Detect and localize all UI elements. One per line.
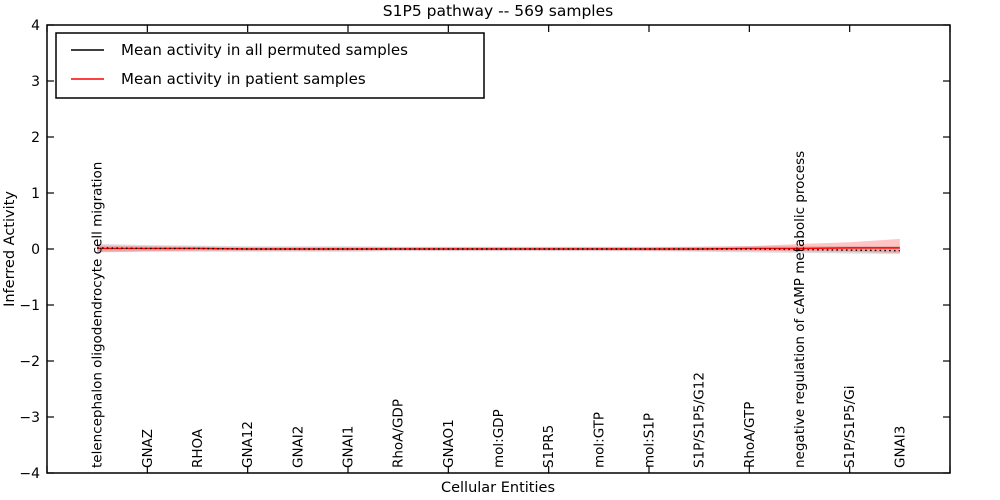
x-category-label: S1PR5: [541, 425, 557, 468]
y-tick-label: 3: [31, 74, 40, 90]
x-category-label: mol:S1P: [642, 413, 658, 468]
y-tick-label: −4: [19, 466, 40, 482]
x-category-label: S1P/S1P5/G12: [692, 372, 708, 468]
y-axis-label: Inferred Activity: [2, 191, 18, 307]
y-tick-label: 4: [31, 18, 40, 34]
y-tick-label: −2: [19, 354, 40, 370]
y-tick-label: 2: [31, 130, 40, 146]
x-category-label: RhoA/GDP: [391, 399, 407, 468]
y-tick-labels-layer: −4 −3 −2 −1 0 1 2 3 4: [19, 18, 40, 482]
x-category-label: telencephalon oligodendrocyte cell migra…: [90, 162, 106, 468]
legend: Mean activity in all permuted samples Me…: [55, 32, 485, 99]
y-tick-label: −3: [19, 410, 40, 426]
x-category-label: GNAI3: [892, 426, 908, 468]
x-category-label: GNA12: [240, 421, 256, 468]
x-category-label: RHOA: [190, 428, 206, 468]
confidence-bands-layer: [97, 238, 900, 255]
y-tick-label: 0: [31, 242, 40, 258]
legend-label-permuted: Mean activity in all permuted samples: [121, 41, 408, 59]
x-category-labels-layer: telencephalon oligodendrocyte cell migra…: [90, 151, 909, 468]
legend-frame: [55, 32, 485, 99]
series-line-patient: [97, 247, 900, 250]
x-axis-label: Cellular Entities: [441, 480, 555, 496]
chart-title: S1P5 pathway -- 569 samples: [383, 2, 613, 20]
x-category-label: GNAO1: [441, 419, 457, 468]
x-category-label: RhoA/GTP: [742, 402, 758, 468]
series-lines-layer: [97, 247, 900, 252]
plot-frame: [46, 24, 951, 474]
x-category-label: mol:GTP: [591, 412, 607, 468]
y-tick-label: 1: [31, 186, 40, 202]
y-tick-label: −1: [19, 298, 40, 314]
x-category-label: GNAI2: [290, 426, 306, 468]
x-category-label: negative regulation of cAMP metabolic pr…: [792, 151, 808, 468]
x-category-label: GNAI1: [341, 426, 357, 468]
x-category-label: S1P/S1P5/Gi: [842, 386, 858, 469]
x-category-label: mol:GDP: [491, 409, 507, 468]
x-category-label: GNAZ: [140, 429, 156, 468]
legend-label-patient: Mean activity in patient samples: [121, 70, 366, 88]
